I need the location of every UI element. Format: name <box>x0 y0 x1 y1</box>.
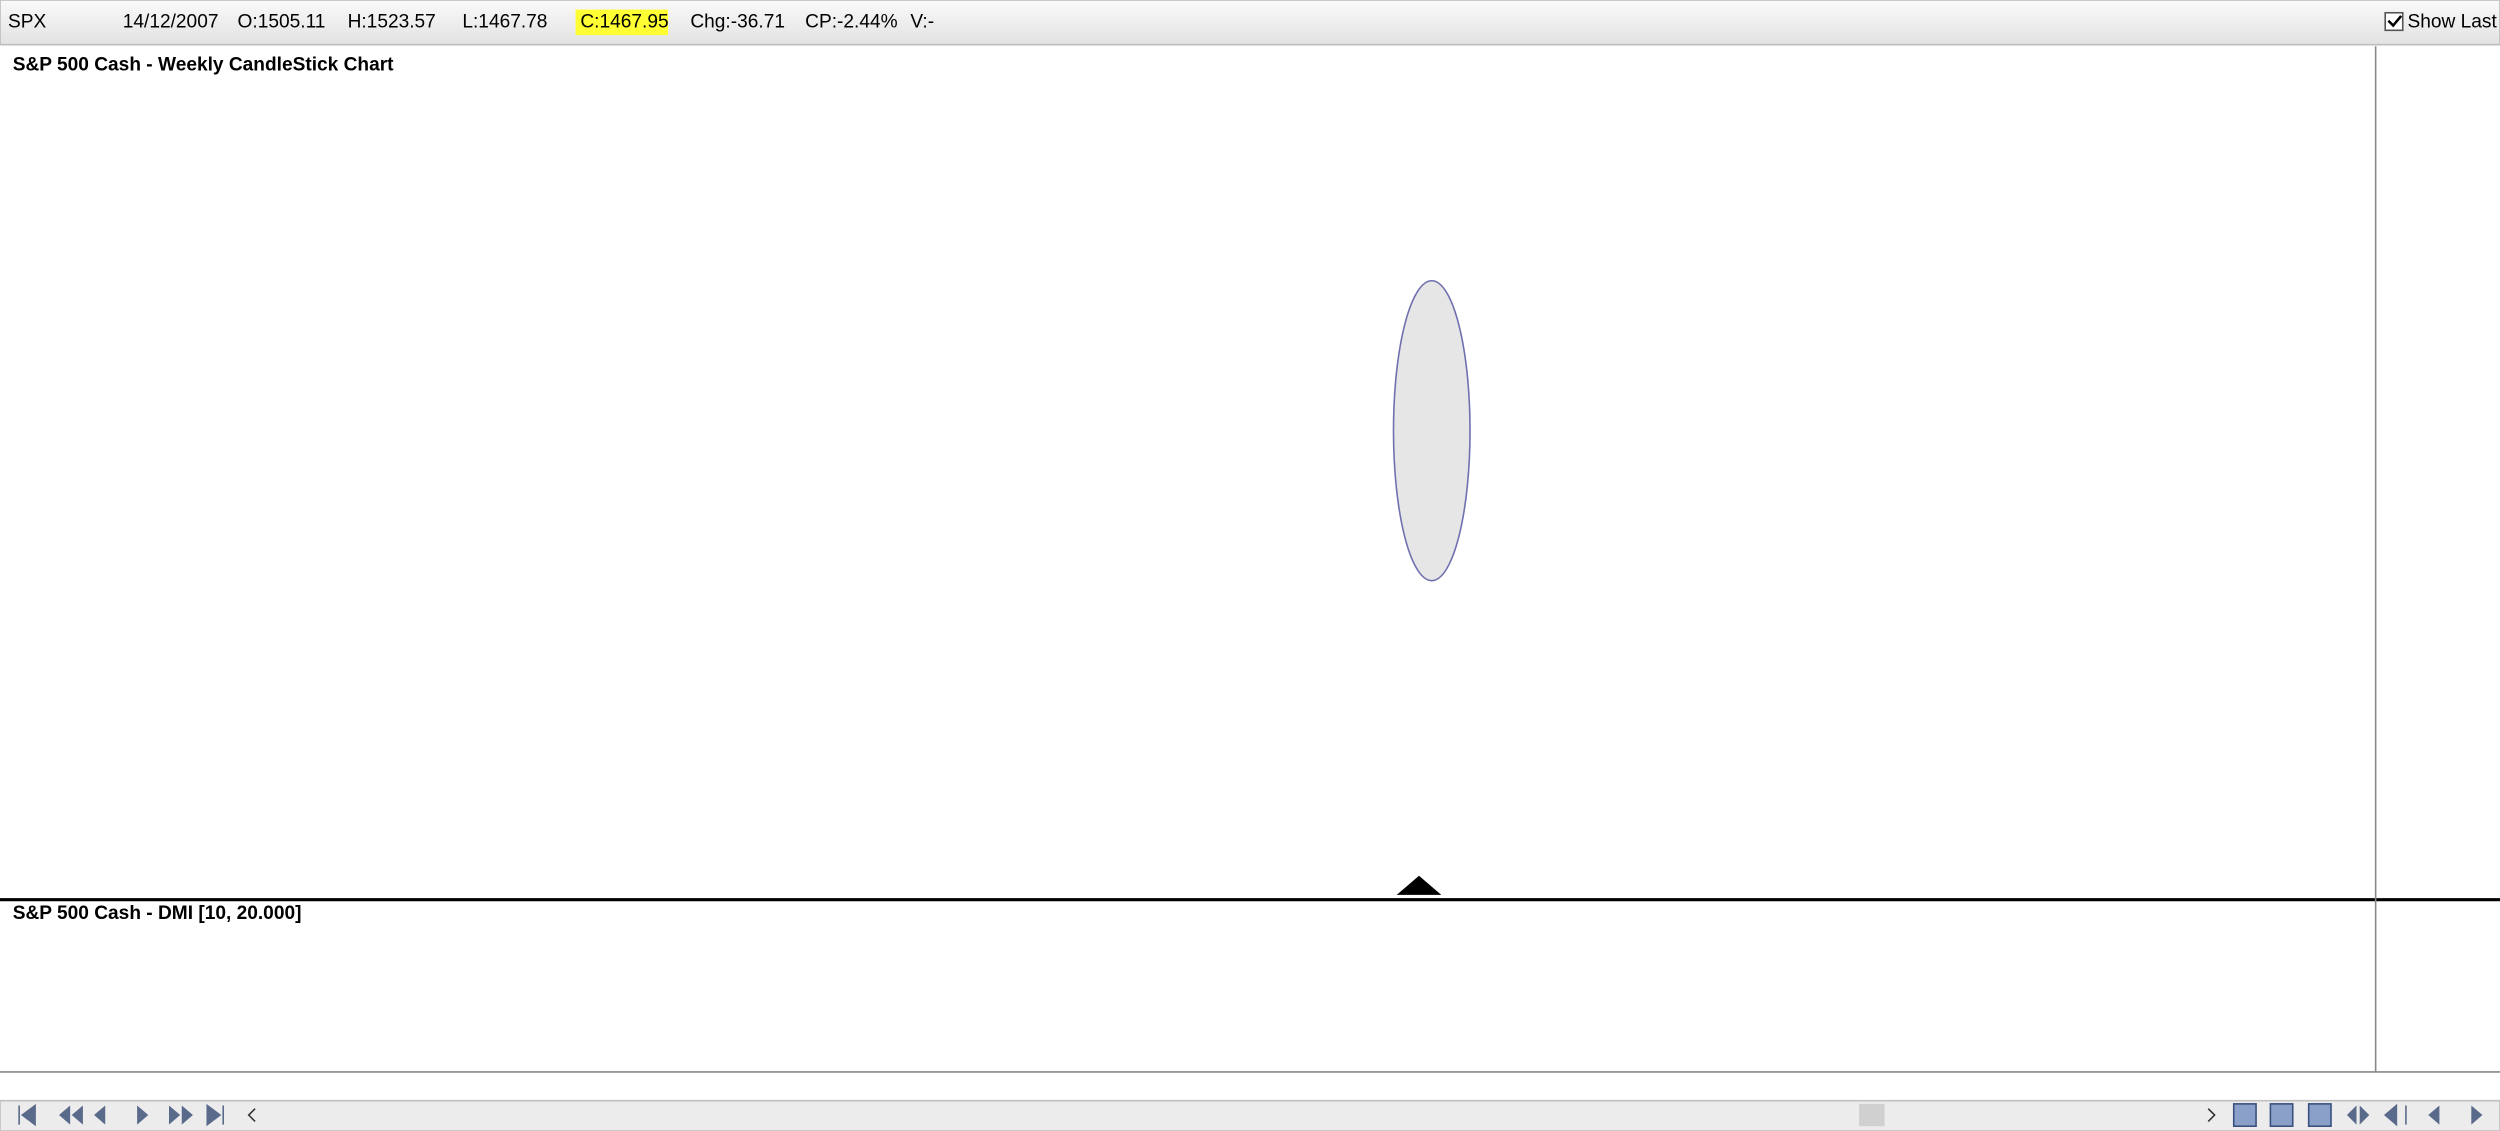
low-field: L:1467.78 <box>462 11 547 32</box>
pan-left-button[interactable] <box>2383 1103 2407 1127</box>
step-right-button[interactable] <box>2471 1105 2483 1125</box>
highlight-ellipse <box>1392 279 1471 582</box>
dmi-panel-title: S&P 500 Cash - DMI [10, 20.000] <box>13 903 302 924</box>
volume-field: V:- <box>910 11 934 32</box>
scroll-left[interactable] <box>247 1108 256 1122</box>
scroll-right[interactable] <box>2207 1108 2216 1122</box>
close-highlight <box>575 9 669 36</box>
zoom-out-button[interactable] <box>2269 1103 2294 1128</box>
change-percent-field: CP:-2.44% <box>805 11 897 32</box>
back-button[interactable] <box>94 1105 106 1125</box>
show-last-label[interactable]: Show Last <box>2408 11 2498 32</box>
step-left-button[interactable] <box>2428 1105 2440 1125</box>
date: 14/12/2007 <box>123 11 219 32</box>
fast-back-button[interactable] <box>58 1105 83 1125</box>
last-button[interactable] <box>206 1103 225 1127</box>
price-panel-title: S&P 500 Cash - Weekly CandleStick Chart <box>13 54 394 75</box>
dmi-panel <box>0 901 2376 1072</box>
current-marker <box>1396 875 1442 895</box>
spacing-button[interactable] <box>2346 1105 2370 1125</box>
checkmark <box>2387 15 2403 28</box>
change-field: Chg:-36.71 <box>690 11 785 32</box>
open-field: O:1505.11 <box>238 11 326 32</box>
fast-forward-button[interactable] <box>169 1105 193 1125</box>
toolbar <box>0 1099 2500 1131</box>
close-field: C:1467.95 <box>580 11 668 32</box>
fit-button[interactable] <box>2307 1103 2332 1128</box>
scroll-thumb[interactable] <box>1859 1103 1885 1127</box>
high-field: H:1523.57 <box>348 11 436 32</box>
zoom-button[interactable] <box>2232 1103 2257 1128</box>
show-last-checkbox[interactable] <box>2384 11 2404 32</box>
header-bar <box>0 0 2500 46</box>
first-button[interactable] <box>18 1103 36 1127</box>
price-panel <box>0 46 2376 899</box>
forward-button[interactable] <box>137 1105 149 1125</box>
symbol: SPX <box>8 11 47 32</box>
